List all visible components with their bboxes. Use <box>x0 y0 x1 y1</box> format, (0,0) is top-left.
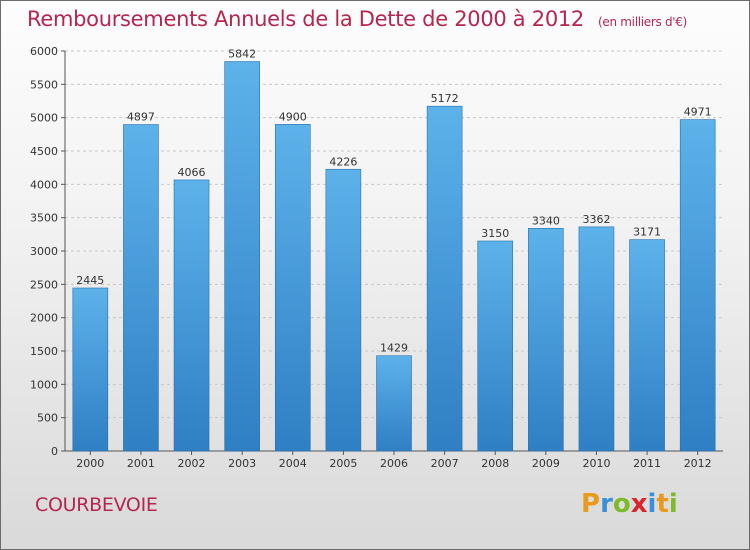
bar <box>477 240 514 452</box>
y-tick-label: 2500 <box>30 278 58 291</box>
data-label: 5842 <box>228 48 256 61</box>
data-label: 1429 <box>380 342 408 355</box>
data-label: 2445 <box>76 274 104 287</box>
y-tick-label: 6000 <box>30 45 58 58</box>
data-label: 4226 <box>329 155 357 168</box>
y-tick-label: 3500 <box>30 212 58 225</box>
city-name: COURBEVOIE <box>35 494 158 516</box>
x-tick-label: 2007 <box>431 457 459 470</box>
bar <box>274 124 311 452</box>
chart-title: Remboursements Annuels de la Dette de 20… <box>27 7 687 31</box>
data-label: 3340 <box>532 214 560 227</box>
bar <box>426 105 463 452</box>
logo-letter: i <box>668 489 678 519</box>
x-tick-label: 2010 <box>582 457 610 470</box>
bar <box>578 226 615 452</box>
y-tick-label: 4500 <box>30 145 58 158</box>
chart-unit-note: (en milliers d'€) <box>598 15 688 29</box>
logo-letter: x <box>630 489 648 519</box>
chart-title-text: Remboursements Annuels de la Dette de 20… <box>27 7 584 31</box>
y-tick-label: 1000 <box>30 378 58 391</box>
bar <box>72 287 109 452</box>
x-tick-label: 2012 <box>684 457 712 470</box>
x-tick-label: 2006 <box>380 457 408 470</box>
data-label: 5172 <box>431 92 459 105</box>
data-label: 3362 <box>582 213 610 226</box>
bar <box>528 228 564 452</box>
y-tick-label: 500 <box>37 412 58 425</box>
y-tick-label: 5500 <box>30 78 58 91</box>
bar <box>376 355 412 452</box>
y-tick-label: 2000 <box>30 312 58 325</box>
data-label: 4900 <box>279 110 307 123</box>
x-tick-label: 2001 <box>127 457 155 470</box>
bar <box>224 61 260 452</box>
data-label: 4066 <box>178 166 206 179</box>
x-tick-label: 2005 <box>329 457 357 470</box>
logo-letter: t <box>656 489 669 519</box>
data-label: 4897 <box>127 111 155 124</box>
logo-letter: i <box>647 489 657 519</box>
data-label: 3171 <box>633 226 661 239</box>
logo-letter: r <box>600 489 613 519</box>
logo-letter: o <box>612 489 631 519</box>
bar <box>679 119 716 452</box>
proxiti-logo: Proxiti <box>581 489 678 519</box>
y-tick-label: 0 <box>51 445 58 458</box>
x-tick-label: 2008 <box>481 457 509 470</box>
bar <box>629 239 665 452</box>
x-tick-label: 2004 <box>279 457 307 470</box>
y-tick-label: 4000 <box>30 178 58 191</box>
bar <box>173 179 210 452</box>
y-tick-label: 5000 <box>30 112 58 125</box>
data-label: 3150 <box>481 227 509 240</box>
x-tick-label: 2009 <box>532 457 560 470</box>
y-tick-label: 1500 <box>30 345 58 358</box>
x-tick-label: 2003 <box>228 457 256 470</box>
x-tick-label: 2011 <box>633 457 661 470</box>
x-tick-label: 2002 <box>178 457 206 470</box>
x-tick-label: 2000 <box>76 457 104 470</box>
bar <box>325 168 362 452</box>
data-label: 4971 <box>684 106 712 119</box>
logo-letter: P <box>581 489 601 519</box>
y-tick-label: 3000 <box>30 245 58 258</box>
bar <box>123 124 159 452</box>
